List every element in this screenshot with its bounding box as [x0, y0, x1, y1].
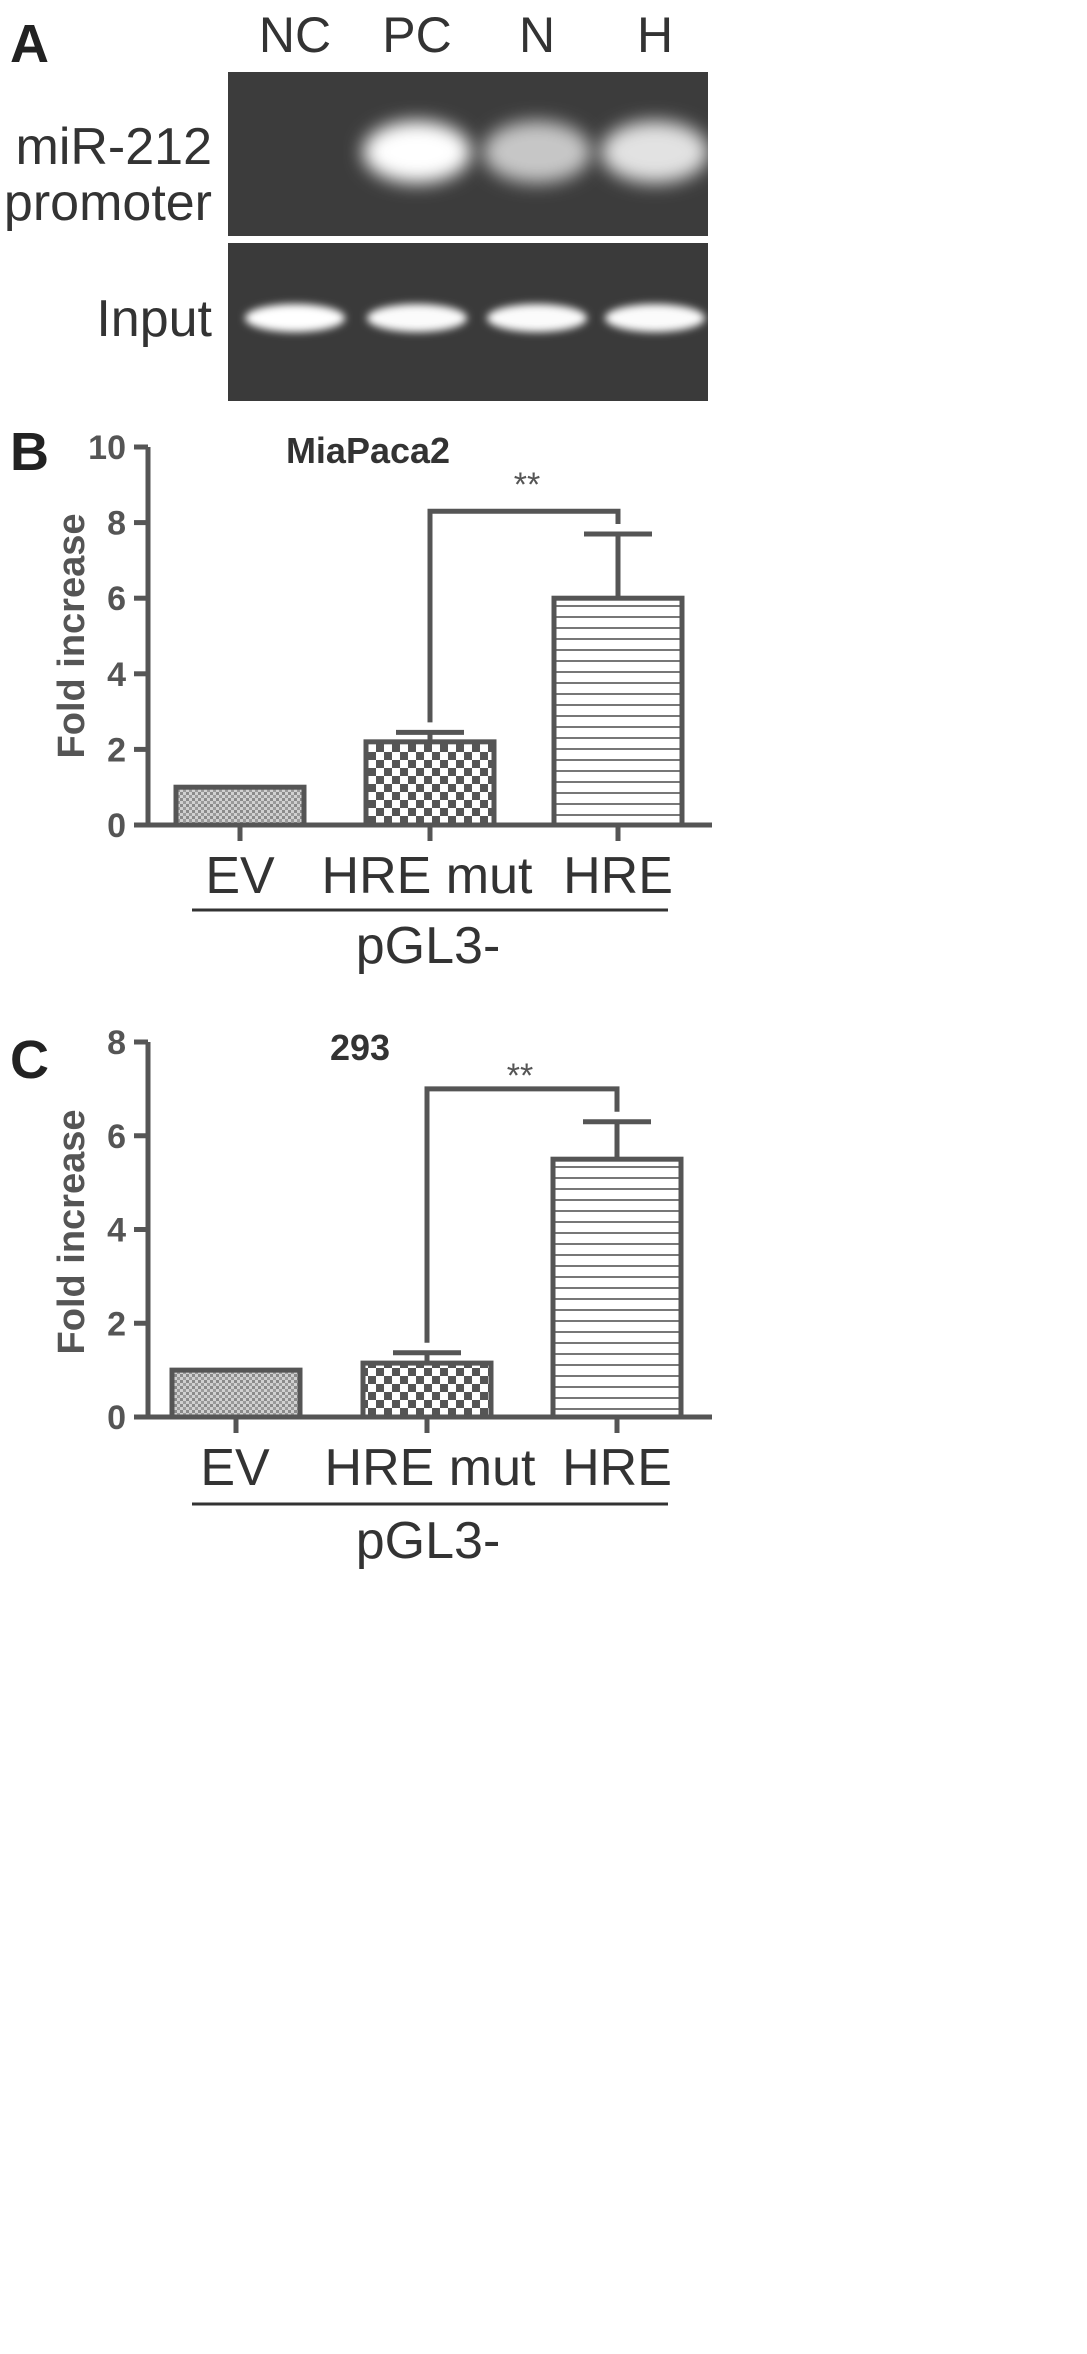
chart-b-title: MiaPaca2	[286, 430, 450, 471]
chart-c-bar-hre-mut	[360, 1360, 494, 1420]
gel-band-promoter-pc	[363, 121, 471, 183]
chart-miapaca2: MiaPaca2 Fold increase ** EV HRE mut HRE…	[51, 429, 712, 975]
chart-c-ytick-label-6: 6	[107, 1118, 126, 1156]
chart-b-ytick-label-6: 6	[107, 580, 126, 618]
lane-label-n: N	[519, 7, 555, 63]
chart-b-significance-label: **	[514, 466, 540, 504]
chart-c-ytick-label-8: 8	[107, 1024, 126, 1062]
gel-band-promoter-n	[483, 121, 591, 183]
gel-row-label-promoter: promoter	[4, 174, 212, 232]
gel-bands	[245, 121, 709, 332]
gel-band-input-pc	[367, 304, 467, 332]
chart-b-category-ev: EV	[205, 847, 275, 905]
chart-b-ytick-label-10: 10	[88, 429, 126, 467]
gel-lane-labels: NC PC N H	[259, 7, 673, 63]
chart-b-category-hre-mut: HRE mut	[322, 847, 533, 905]
chart-b-group-label: pGL3-	[356, 917, 501, 975]
gel-band-input-h	[605, 304, 705, 332]
gel-band-input-nc	[245, 304, 345, 332]
chart-c-ylabel: Fold increase	[51, 1110, 93, 1355]
gel-band-input-n	[487, 304, 587, 332]
panel-letter-a: A	[10, 14, 49, 74]
chart-c-category-ev: EV	[200, 1439, 270, 1497]
chart-c-title: 293	[330, 1027, 390, 1068]
panel-letter-b: B	[10, 422, 49, 482]
lane-label-pc: PC	[382, 7, 451, 63]
chart-b-ytick-label-2: 2	[107, 731, 126, 769]
gel-row-label-mir212: miR-212	[16, 118, 213, 176]
gel-band-promoter-h	[601, 121, 709, 183]
chart-b-category-hre: HRE	[563, 847, 673, 905]
chart-b-bar-hre-mut	[363, 739, 497, 828]
chart-c-ytick-label-2: 2	[107, 1305, 126, 1343]
chart-c-ytick-label-4: 4	[107, 1212, 126, 1250]
lane-label-nc: NC	[259, 7, 331, 63]
chart-b-bar-ev	[173, 784, 307, 828]
chart-c-bar-hre	[550, 1156, 684, 1420]
chart-b-ytick-label-8: 8	[107, 505, 126, 543]
chart-b-significance-bracket	[427, 508, 621, 723]
lane-label-h: H	[637, 7, 673, 63]
chart-b-ytick-label-0: 0	[107, 807, 126, 845]
chart-c-significance-bracket	[424, 1086, 620, 1343]
chart-c-group-label: pGL3-	[356, 1512, 501, 1570]
chart-c-category-hre-mut: HRE mut	[325, 1439, 536, 1497]
chart-c-category-hre: HRE	[562, 1439, 672, 1497]
chart-b-ylabel: Fold increase	[51, 514, 93, 759]
panel-letter-c: C	[10, 1030, 49, 1090]
chart-b-ytick-label-4: 4	[107, 656, 126, 694]
chart-293: 293 Fold increase ** EV HRE mut HRE pGL3…	[51, 1024, 712, 1570]
chart-c-bar-ev	[169, 1367, 303, 1420]
chart-b-bar-hre	[551, 595, 685, 828]
chart-c-ytick-label-0: 0	[107, 1399, 126, 1437]
gel-row-label-input: Input	[96, 290, 212, 348]
